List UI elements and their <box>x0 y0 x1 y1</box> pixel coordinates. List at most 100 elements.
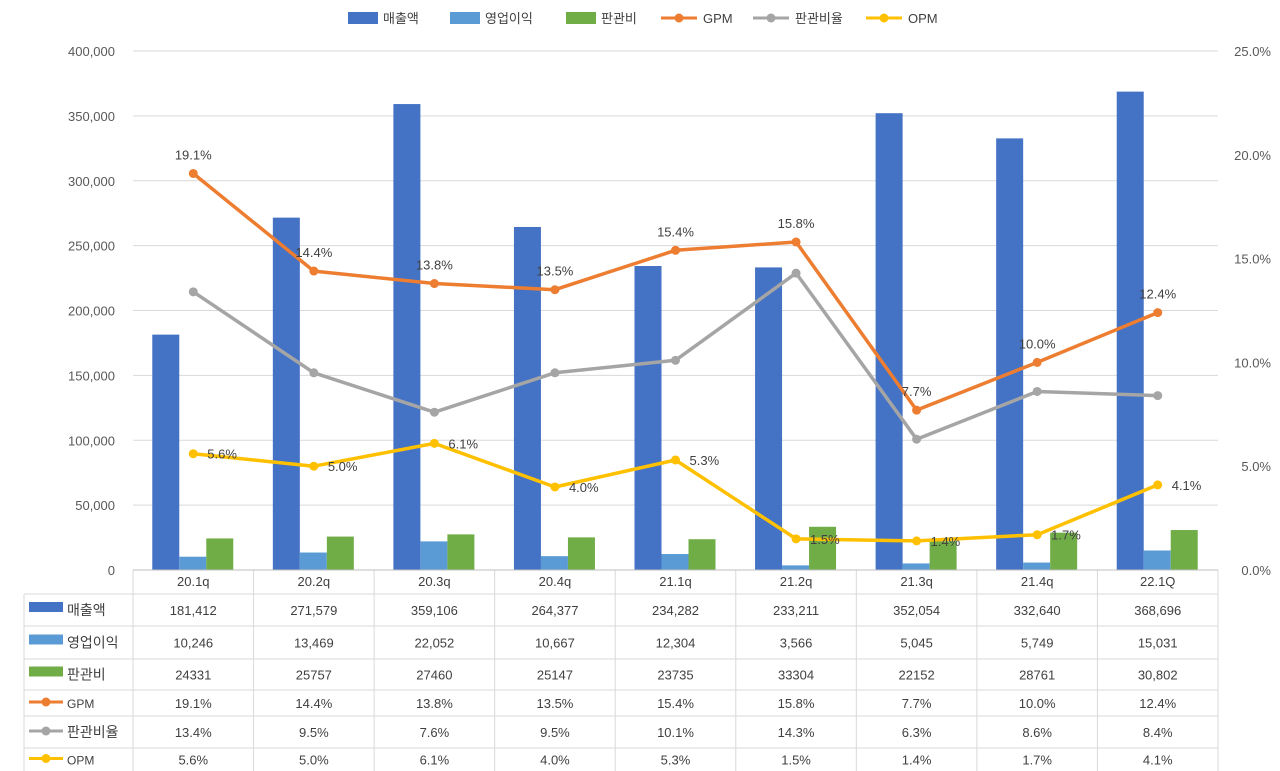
table-cell: 27460 <box>416 668 452 683</box>
bar-0 <box>513 226 541 571</box>
table-cell: 6.3% <box>902 725 932 740</box>
right-tick-label: 20.0% <box>1234 148 1271 163</box>
bar-1 <box>1023 562 1051 570</box>
legend-swatch <box>450 12 480 24</box>
bar-1 <box>1143 550 1171 570</box>
table-cell: 233,211 <box>773 603 819 618</box>
table-cell: 181,412 <box>170 603 217 618</box>
table-cell: 1.4% <box>902 753 932 768</box>
table-row-label: 영업이익 <box>67 635 119 651</box>
table-cell: 15.8% <box>778 696 815 711</box>
line-marker-0 <box>1153 308 1163 318</box>
table-cell: 234,282 <box>652 603 699 618</box>
table-cell: 352,054 <box>893 603 940 618</box>
table-row-label: OPM <box>67 754 94 768</box>
gpm-data-label: 15.8% <box>778 216 815 231</box>
bar-2 <box>1170 530 1198 570</box>
table-cell: 9.5% <box>299 725 329 740</box>
line-marker-2 <box>188 449 198 459</box>
legend-label: GPM <box>703 11 733 26</box>
line-marker-1 <box>1032 386 1042 396</box>
bar-1 <box>179 556 207 570</box>
category-label: 20.4q <box>539 574 572 589</box>
table-cell: 368,696 <box>1134 603 1181 618</box>
lines <box>188 168 1163 546</box>
table-cell: 359,106 <box>411 603 458 618</box>
table-cell: 10.0% <box>1019 696 1056 711</box>
bar-2 <box>809 526 837 570</box>
category-label: 21.4q <box>1021 574 1054 589</box>
bar-2 <box>929 541 957 570</box>
bar-1 <box>902 563 930 570</box>
line-marker-2 <box>912 536 922 546</box>
table-key-marker <box>41 754 51 763</box>
category-label: 21.3q <box>900 574 933 589</box>
left-tick-label: 150,000 <box>68 368 115 383</box>
table-cell: 5.3% <box>661 753 691 768</box>
table-cell: 15.4% <box>657 696 694 711</box>
gpm-data-label: 10.0% <box>1019 336 1056 351</box>
line-marker-2 <box>1153 480 1163 490</box>
bar-1 <box>299 552 327 570</box>
gpm-data-label: 12.4% <box>1139 287 1176 302</box>
line-marker-2 <box>309 461 319 471</box>
left-tick-label: 50,000 <box>75 498 115 513</box>
bar-0 <box>996 138 1024 570</box>
gpm-data-label: 13.8% <box>416 258 453 273</box>
right-tick-label: 10.0% <box>1234 355 1271 370</box>
opm-data-label: 5.0% <box>328 459 358 474</box>
table-cell: 5,045 <box>900 636 933 651</box>
table-cell: 8.4% <box>1143 725 1173 740</box>
table-cell: 28761 <box>1019 668 1055 683</box>
opm-data-label: 5.6% <box>207 447 237 462</box>
bars <box>152 91 1198 571</box>
line-marker-2 <box>550 482 560 492</box>
gpm-data-label: 15.4% <box>657 224 694 239</box>
table-cell: 12,304 <box>656 636 696 651</box>
table-cell: 1.7% <box>1022 753 1052 768</box>
opm-data-label: 6.1% <box>448 436 478 451</box>
table-cell: 4.0% <box>540 753 570 768</box>
table-cell: 14.4% <box>295 696 332 711</box>
bar-0 <box>634 266 662 570</box>
left-tick-label: 100,000 <box>68 433 115 448</box>
line-marker-1 <box>188 287 198 297</box>
legend-label: 영업이익 <box>485 11 533 26</box>
table-cell: 15,031 <box>1138 636 1178 651</box>
line-marker-0 <box>912 405 922 415</box>
left-tick-label: 400,000 <box>68 44 115 59</box>
bar-1 <box>420 541 448 570</box>
table-cell: 10.1% <box>657 725 694 740</box>
line-marker-0 <box>550 285 560 295</box>
table-key-swatch <box>29 634 63 645</box>
line-marker-2 <box>429 438 439 448</box>
table-cell: 7.6% <box>420 725 450 740</box>
table-cell: 19.1% <box>175 696 212 711</box>
line-marker-0 <box>671 245 680 255</box>
table-cell: 332,640 <box>1014 603 1061 618</box>
table-cell: 271,579 <box>290 603 337 618</box>
table-cell: 7.7% <box>902 696 932 711</box>
category-label: 20.3q <box>418 574 451 589</box>
bar-0 <box>272 217 300 570</box>
bar-2 <box>326 536 354 570</box>
category-label: 20.1q <box>177 574 210 589</box>
table-key-swatch <box>29 602 63 612</box>
line-marker-0 <box>1032 357 1042 367</box>
gpm-data-label: 13.5% <box>537 264 574 279</box>
table-cell: 13,469 <box>294 636 334 651</box>
opm-data-label: 4.1% <box>1172 478 1202 493</box>
left-tick-label: 200,000 <box>68 304 115 319</box>
table-cell: 14.3% <box>778 725 815 740</box>
line-marker-2 <box>1032 530 1042 540</box>
bar-1 <box>782 565 810 570</box>
left-tick-label: 350,000 <box>68 109 115 124</box>
table-cell: 10,246 <box>173 636 213 651</box>
bar-2 <box>1050 532 1078 570</box>
table-cell: 25147 <box>537 668 573 683</box>
line-marker-1 <box>671 355 680 365</box>
bar-1 <box>540 556 568 570</box>
right-tick-label: 15.0% <box>1234 252 1271 267</box>
table-cell: 264,377 <box>531 603 578 618</box>
opm-data-label: 5.3% <box>690 453 720 468</box>
